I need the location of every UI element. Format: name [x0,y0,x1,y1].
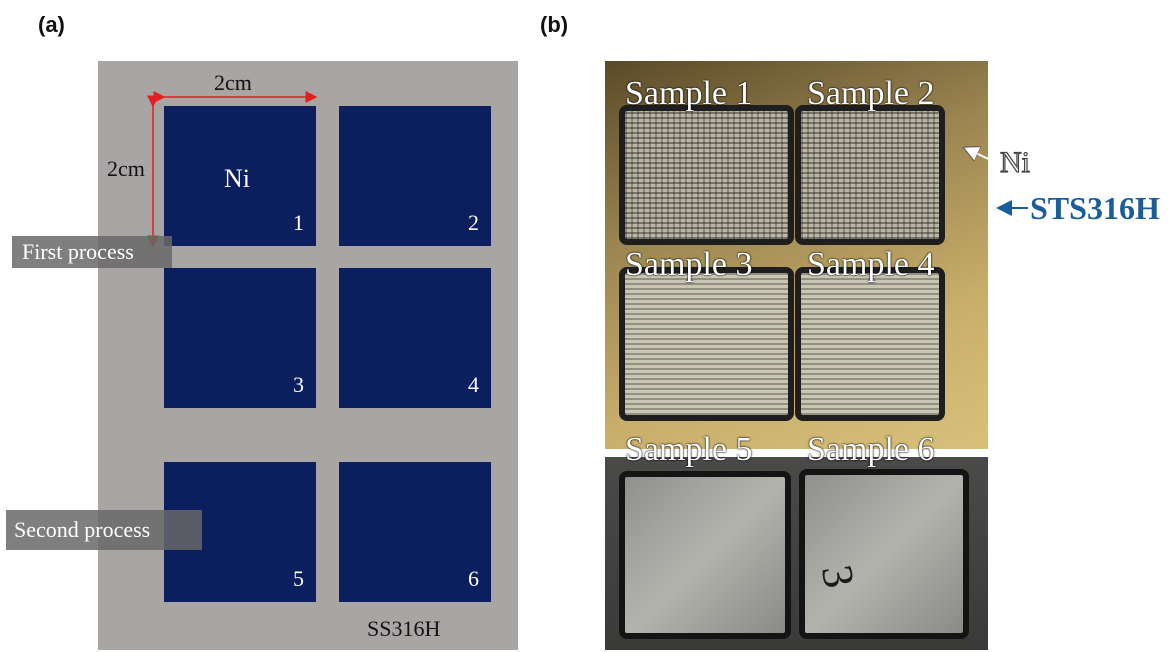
sample-cell-3 [619,267,794,421]
pad-number-1: 1 [293,210,304,235]
photo-separator [605,449,988,457]
pad-number-3: 3 [293,372,304,397]
pad-number-2: 2 [468,210,479,235]
sample-cell-6 [799,469,969,639]
pad-number-6: 6 [468,566,479,591]
sample-label-3: Sample 3 [625,246,753,283]
width-dimension-label: 2cm [214,70,252,95]
ni-arrow [965,148,996,163]
sample-label-4: Sample 4 [807,246,935,283]
sample-label-6: Sample 6 [807,431,935,468]
ni-pad-1: Ni 1 [164,106,316,246]
ni-annotation: Ni [999,145,1030,179]
ni-label: Ni [224,164,250,193]
pad-number-5: 5 [293,566,304,591]
sample-cell-2 [795,105,945,245]
sample-cell-4 [795,267,945,421]
ni-pad-2: 2 [339,106,491,246]
sample-photo: 3 Sample 1 Sample 2 Sample 3 Sample 4 Sa… [605,61,988,650]
pad-number-4: 4 [468,372,479,397]
substrate-annotation: STS316H [1030,190,1160,226]
panel-a-label: (a) [38,12,65,37]
sample-cell-1 [619,105,794,245]
substrate-label: SS316H [367,616,441,641]
second-process-tag: Second process [6,510,202,550]
sample-cell-5 [619,471,791,639]
first-process-tag: First process [12,236,172,268]
ni-pad-3: 3 [164,268,316,408]
sample-label-1: Sample 1 [625,75,753,112]
ni-pad-6: 6 [339,462,491,602]
panel-b-label: (b) [540,12,569,37]
height-dimension-label: 2cm [107,156,145,181]
sample-label-2: Sample 2 [807,75,935,112]
ni-pad-4: 4 [339,268,491,408]
sample-label-5: Sample 5 [625,431,753,468]
